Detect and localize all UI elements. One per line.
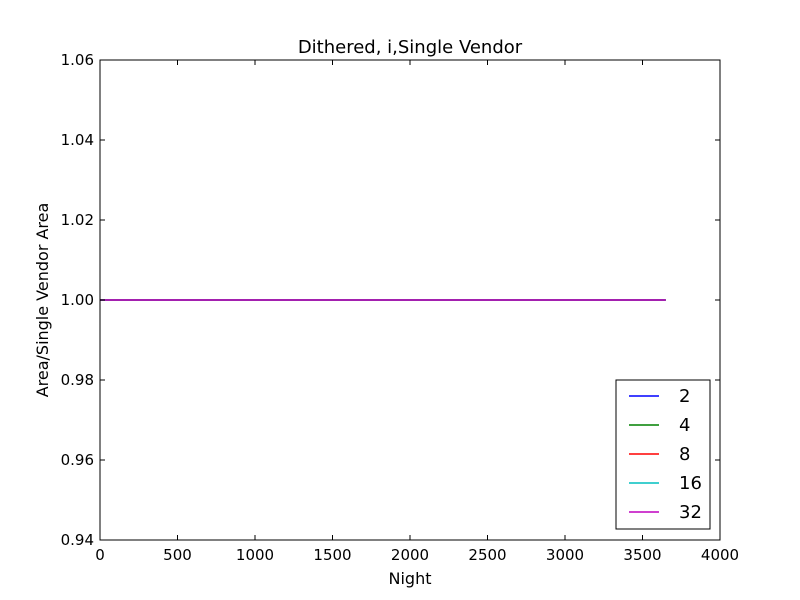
x-tick-label: 500 <box>163 546 192 564</box>
legend: 2 4 8 16 32 <box>615 379 711 530</box>
y-tick-label: 0.96 <box>61 451 94 469</box>
y-tick-label: 1.00 <box>61 291 94 309</box>
y-axis-label: Area/Single Vendor Area <box>33 203 52 398</box>
y-tick-label: 0.94 <box>61 531 94 549</box>
chart-title: Dithered, i,Single Vendor <box>298 37 523 58</box>
y-tick-label: 1.04 <box>61 131 94 149</box>
y-tick-label: 1.06 <box>61 51 94 69</box>
y-tick-label: 0.98 <box>61 371 94 389</box>
x-tick-label: 3000 <box>546 546 584 564</box>
x-tick-label: 3500 <box>623 546 661 564</box>
legend-label-32: 32 <box>679 502 702 523</box>
x-tick-label: 1000 <box>236 546 274 564</box>
x-tick-label: 4000 <box>701 546 739 564</box>
x-tick-label: 2500 <box>468 546 506 564</box>
x-axis-label: Night <box>389 569 432 588</box>
x-tick-label: 1500 <box>313 546 351 564</box>
x-tick-label: 0 <box>95 546 105 564</box>
legend-label-8: 8 <box>679 444 690 465</box>
y-tick-label: 1.02 <box>61 211 94 229</box>
legend-label-16: 16 <box>679 473 702 494</box>
legend-label-4: 4 <box>679 415 690 436</box>
legend-label-2: 2 <box>679 386 690 407</box>
x-tick-label: 2000 <box>391 546 429 564</box>
ticks-layer: 0 500 1000 1500 2000 2500 3000 3500 4000 0.94 0.96… <box>61 51 740 564</box>
